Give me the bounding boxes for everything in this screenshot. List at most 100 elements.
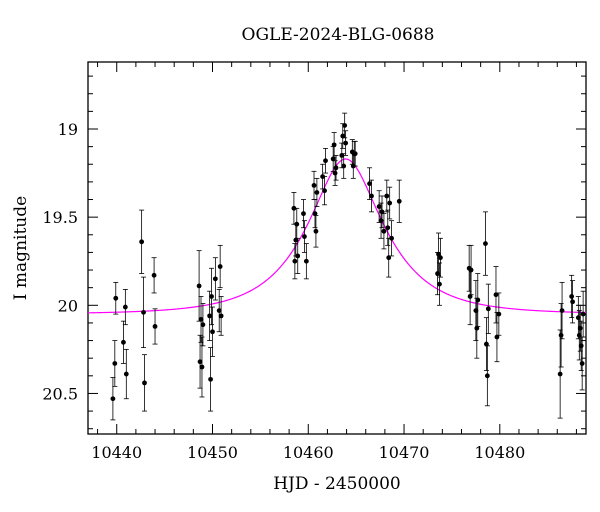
point-marker xyxy=(367,181,372,187)
data-point xyxy=(379,195,385,229)
data-point xyxy=(217,244,223,289)
point-marker xyxy=(301,211,306,217)
point-marker xyxy=(113,295,119,301)
point-marker xyxy=(311,183,317,188)
point-marker xyxy=(376,204,382,209)
point-marker xyxy=(437,281,442,287)
point-marker xyxy=(212,276,218,282)
data-point xyxy=(468,244,474,296)
point-marker xyxy=(312,211,318,217)
data-point xyxy=(295,237,301,274)
point-marker xyxy=(330,156,336,162)
point-marker xyxy=(352,151,358,157)
point-marker xyxy=(216,308,222,313)
point-marker xyxy=(295,253,301,259)
point-marker xyxy=(339,153,345,158)
point-marker xyxy=(577,325,583,331)
data-points-layer xyxy=(110,112,586,421)
data-point xyxy=(381,213,387,250)
point-marker xyxy=(396,198,402,204)
point-marker xyxy=(199,364,205,370)
data-point xyxy=(570,280,576,324)
point-marker xyxy=(210,329,215,335)
data-point xyxy=(387,186,393,220)
point-marker xyxy=(493,292,499,298)
chart-title: OGLE-2024-BLG-0688 xyxy=(242,25,435,45)
data-point xyxy=(386,237,392,278)
data-point xyxy=(484,345,490,407)
data-point xyxy=(123,348,129,400)
point-marker xyxy=(342,123,348,128)
point-marker xyxy=(557,371,563,377)
data-point xyxy=(396,179,402,223)
point-marker xyxy=(578,343,584,349)
data-point xyxy=(323,147,329,174)
point-marker xyxy=(385,225,391,231)
data-point xyxy=(384,179,390,213)
point-marker xyxy=(485,306,491,312)
x-tick-label: 10440 xyxy=(91,443,142,462)
point-marker xyxy=(559,308,565,313)
data-point xyxy=(218,296,224,336)
data-point xyxy=(303,243,309,280)
point-marker xyxy=(483,241,488,246)
point-marker xyxy=(122,304,128,310)
point-marker xyxy=(475,297,481,303)
data-point xyxy=(340,123,346,149)
data-point xyxy=(197,334,203,389)
point-marker xyxy=(580,311,586,317)
data-point xyxy=(208,347,214,412)
point-marker xyxy=(468,267,474,273)
data-point xyxy=(559,281,565,340)
point-marker xyxy=(332,170,338,176)
data-point xyxy=(389,220,395,257)
data-point xyxy=(198,296,204,343)
point-marker xyxy=(387,200,393,206)
model-curve xyxy=(87,158,587,314)
data-point xyxy=(496,292,502,336)
model-curve-layer xyxy=(87,158,587,314)
data-point xyxy=(313,214,319,248)
data-point xyxy=(210,306,215,357)
point-marker xyxy=(474,325,480,331)
data-point xyxy=(300,199,306,229)
data-point xyxy=(141,276,147,349)
point-marker xyxy=(496,311,502,317)
y-tick-label: 20.5 xyxy=(42,384,78,403)
point-marker xyxy=(142,380,147,386)
data-point xyxy=(322,176,328,206)
point-marker xyxy=(197,359,203,365)
data-point xyxy=(110,377,116,421)
data-point xyxy=(311,170,317,200)
point-marker xyxy=(302,234,307,239)
point-marker xyxy=(110,396,116,402)
point-marker xyxy=(209,294,214,299)
point-marker xyxy=(141,309,146,315)
x-tick-label: 10450 xyxy=(187,443,238,462)
point-marker xyxy=(294,221,300,227)
data-point xyxy=(475,273,481,327)
point-marker xyxy=(558,332,564,338)
point-marker xyxy=(151,272,157,278)
data-point xyxy=(494,311,500,363)
point-marker xyxy=(323,158,328,164)
point-marker xyxy=(207,313,213,319)
data-point xyxy=(436,232,442,276)
point-marker xyxy=(198,317,204,322)
data-point xyxy=(207,290,213,341)
point-marker xyxy=(467,294,473,299)
point-marker xyxy=(217,264,223,269)
data-point xyxy=(368,179,374,213)
point-marker xyxy=(200,322,206,328)
point-marker xyxy=(438,255,443,261)
data-point xyxy=(122,289,128,326)
point-marker xyxy=(112,361,118,366)
point-marker xyxy=(378,218,384,224)
point-marker xyxy=(436,251,441,257)
point-marker xyxy=(291,205,297,211)
point-marker xyxy=(152,324,158,329)
data-point xyxy=(209,267,215,326)
x-tick-label: 10470 xyxy=(379,443,430,462)
data-point xyxy=(330,146,336,172)
data-point xyxy=(558,303,564,368)
